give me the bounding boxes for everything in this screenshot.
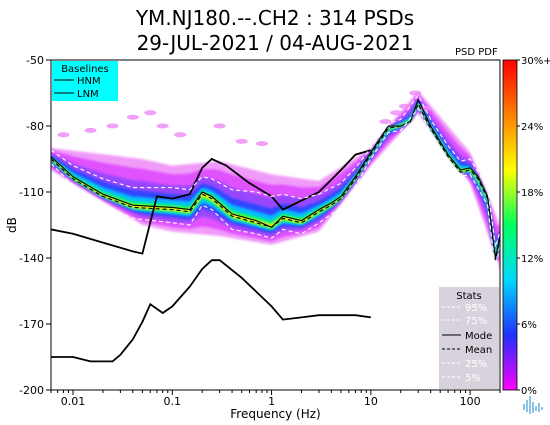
chart-date-range: 29-JUL-2021 / 04-AUG-2021 (136, 31, 414, 55)
x-tick-label: 10 (364, 395, 378, 408)
stats-legend-background (439, 287, 499, 389)
baselines-legend: Baselines HNM LNM (52, 61, 118, 101)
stat-mean-label: Mean (465, 345, 492, 356)
density-outlier (174, 132, 187, 138)
stat-mode-label: Mode (465, 331, 492, 342)
density-outlier (126, 114, 139, 120)
density-outlier (106, 123, 119, 129)
colorbar: 30%+ 24% 18% 12% 6% 0% (502, 56, 550, 397)
density-band-cyan (51, 102, 500, 260)
density-outlier (390, 110, 403, 116)
density-outlier (379, 119, 392, 125)
series-hnm-line (51, 149, 372, 255)
x-tick-label: 1 (268, 395, 275, 408)
density-outlier (57, 132, 70, 138)
series-95pct-line (51, 94, 500, 248)
series-lnm-line (51, 259, 371, 363)
series-mode-line (51, 98, 500, 259)
psd-series-layer (51, 94, 500, 363)
colorbar-tick-label: 12% (521, 254, 543, 265)
x-tick-label: 0.01 (61, 395, 86, 408)
plot-frame (50, 59, 501, 391)
psd-pdf-label: PSD PDF (455, 47, 498, 58)
chart-title: YM.NJ180.--.CH2 : 314 PSDs (135, 6, 415, 30)
y-tick-label: -110 (19, 186, 44, 199)
series-mean-line (51, 102, 500, 261)
lnm-legend-label: LNM (77, 89, 99, 100)
x-axis-label: Frequency (Hz) (230, 407, 321, 421)
stats-legend-title: Stats (456, 291, 482, 302)
density-outlier (156, 123, 169, 129)
baselines-legend-background (52, 61, 118, 101)
density-outlier (144, 110, 157, 116)
density-outlier (409, 90, 422, 96)
colorbar-tick-label: 6% (521, 320, 537, 331)
density-outlier (213, 123, 226, 129)
waveform-logo-icon (523, 396, 543, 414)
density-band-violet (51, 98, 500, 258)
colorbar-tick-label: 24% (521, 122, 543, 133)
density-outlier (235, 138, 248, 144)
y-tick-label: -170 (19, 318, 44, 331)
x-tick-label: 100 (460, 395, 481, 408)
axes-layer: 0.01 0.1 1 10 100 -50 -80 -110 -140 -170 -200 Frequ… (5, 54, 501, 421)
y-axis-label: dB (5, 217, 19, 233)
density-outlier (255, 141, 268, 147)
colorbar-gradient (502, 59, 518, 391)
stat-95-label: 95% (465, 303, 487, 314)
colorbar-tick-label: 0% (521, 386, 537, 397)
colorbar-tick-label: 30%+ (521, 56, 550, 67)
stat-75-label: 75% (465, 316, 487, 327)
density-outlier (84, 127, 97, 133)
stats-legend: Stats 95% 75% Mode Mean 25% 5% (439, 287, 499, 389)
stat-25-label: 25% (465, 359, 487, 370)
colorbar-ticks: 30%+ 24% 18% 12% 6% 0% (517, 56, 550, 397)
y-tick-label: -200 (19, 384, 44, 397)
y-tick-label: -140 (19, 252, 44, 265)
hnm-legend-label: HNM (77, 76, 101, 87)
psd-density-layer (51, 90, 500, 269)
density-outlier (398, 103, 411, 109)
y-tick-label: -50 (26, 54, 44, 67)
colorbar-tick-label: 18% (521, 188, 543, 199)
x-tick-label: 0.1 (164, 395, 182, 408)
baselines-legend-title: Baselines (61, 64, 109, 75)
stat-5-label: 5% (465, 373, 481, 384)
y-tick-label: -80 (26, 120, 44, 133)
